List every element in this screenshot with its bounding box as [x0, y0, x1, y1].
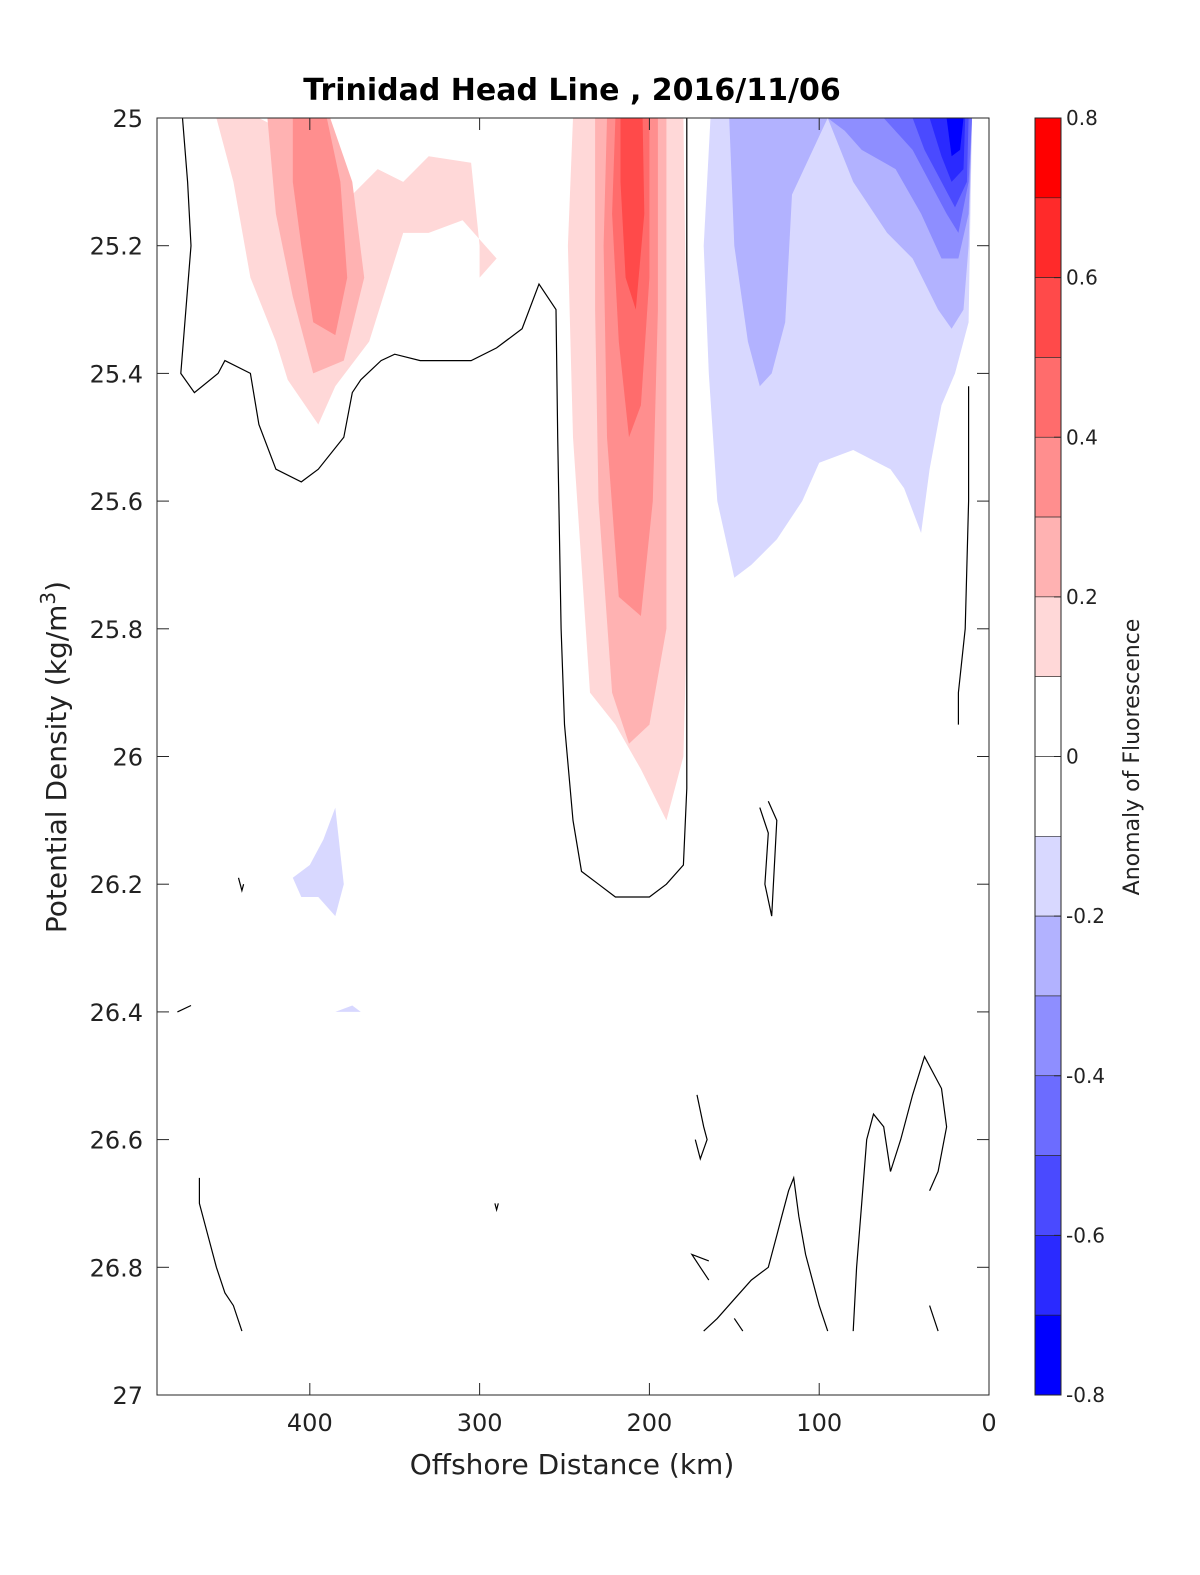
contour-line-zero-lower-left — [198, 1177, 243, 1332]
y-axis-label-close: ) — [40, 581, 73, 592]
colorbar-tick-label: -0.4 — [1066, 1064, 1105, 1088]
colorbar-tick-label: -0.6 — [1066, 1223, 1105, 1247]
colorbar-swatch — [1034, 277, 1062, 358]
contour-line-zero-dot-290 — [494, 1203, 499, 1213]
x-axis-label: Offshore Distance (km) — [410, 1448, 735, 1481]
contour-line-zero-tick-470 — [177, 1004, 192, 1013]
y-axis-label: Potential Density (kg/m3) — [36, 581, 73, 933]
contour-line-zero-dot-440 — [237, 877, 245, 893]
x-tick-label: 0 — [981, 1409, 996, 1437]
colorbar-swatch — [1034, 756, 1062, 837]
colorbar-swatch — [1034, 1314, 1062, 1396]
x-tick-label: 400 — [287, 1409, 333, 1437]
colorbar-tick-label: 0.2 — [1066, 585, 1098, 609]
colorbar-swatch — [1034, 197, 1062, 278]
y-tick-label: 26.2 — [90, 871, 143, 899]
contour-line-zero-lower-mid2 — [690, 1253, 710, 1281]
y-axis-label-main: Potential Density (kg/m — [40, 605, 73, 934]
colorbar-swatch — [1034, 596, 1062, 677]
contour-line-zero-east-strip — [957, 386, 970, 725]
contour-line-zero-lower-east2 — [929, 1305, 939, 1332]
colorbar-tick-label: 0.6 — [1066, 266, 1098, 290]
y-tick-label: 26.6 — [90, 1127, 143, 1155]
contour-line-zero-west — [180, 118, 688, 898]
contour-fill-neg-east-0.7 — [946, 118, 964, 157]
x-axis: 400 300 200 100 0 — [287, 118, 997, 1437]
y-tick-label: 25.6 — [90, 488, 143, 516]
colorbar-label: Anomaly of Fluorescence — [1120, 619, 1145, 896]
y-tick-label: 26.4 — [90, 999, 143, 1027]
contour-line-zero-loop-140 — [759, 800, 778, 917]
x-tick-label: 300 — [457, 1409, 503, 1437]
contour-fill-neg-blob-lower — [292, 807, 344, 917]
y-tick-label: 25.2 — [90, 233, 143, 261]
colorbar-swatch — [1034, 995, 1062, 1077]
colorbar-tick-label: -0.2 — [1066, 904, 1105, 928]
y-tick-label: 26 — [112, 744, 143, 772]
colorbar-tick-label: 0.4 — [1066, 425, 1098, 449]
contour-fill-pos-mid-0.5 — [620, 118, 645, 310]
x-tick-label: 100 — [796, 1409, 842, 1437]
chart-title: Trinidad Head Line , 2016/11/06 — [303, 73, 840, 108]
colorbar-swatch — [1034, 1075, 1062, 1156]
colorbar-swatch — [1034, 676, 1062, 757]
colorbar-swatch — [1034, 1235, 1062, 1316]
x-tick-label: 200 — [627, 1409, 673, 1437]
y-axis-label-sup: 3 — [36, 592, 60, 605]
colorbar-swatch — [1034, 357, 1062, 438]
y-tick-label: 27 — [112, 1382, 143, 1410]
y-axis: 25 25.2 25.4 25.6 25.8 26 26.2 26.4 26.6 26.8 27 — [90, 105, 989, 1410]
colorbar-swatch — [1034, 915, 1062, 997]
contour-line-zero-lower-mid — [703, 1175, 829, 1332]
colorbar-swatch — [1034, 436, 1062, 518]
contour-fill-neg-blob-tiny — [335, 1005, 361, 1012]
y-tick-label: 25 — [112, 105, 143, 133]
colorbar-tick-label: -0.8 — [1066, 1383, 1105, 1407]
contour-line-zero-lower-170 — [694, 1094, 708, 1161]
zero-contour-lines — [177, 118, 970, 1332]
contour-line-zero-lower-142 — [733, 1318, 744, 1332]
contour-line-zero-lower-east — [852, 1055, 948, 1332]
colorbar: 0.8 0.6 0.4 0.2 0 -0.2 -0.4 -0.6 -0.8 — [1034, 106, 1105, 1407]
y-tick-label: 25.8 — [90, 616, 143, 644]
colorbar-tick-label: 0.8 — [1066, 106, 1098, 130]
contour-fill-pos-west-0.3 — [292, 118, 348, 336]
filled-contours — [216, 118, 972, 1012]
y-tick-label: 26.8 — [90, 1254, 143, 1282]
y-tick-label: 25.4 — [90, 360, 143, 388]
colorbar-tick-label: 0 — [1066, 745, 1079, 769]
colorbar-swatch — [1034, 516, 1062, 598]
colorbar-swatch — [1034, 836, 1062, 917]
colorbar-swatch — [1034, 117, 1062, 199]
colorbar-swatch — [1034, 1155, 1062, 1236]
